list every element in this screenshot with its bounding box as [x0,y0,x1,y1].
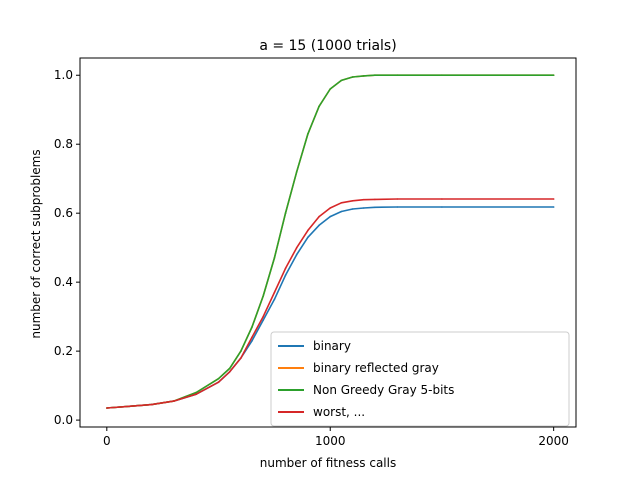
legend-item: binary [278,339,351,353]
data-point [362,207,365,209]
data-point [228,371,231,373]
data-point [351,208,354,210]
data-point [329,215,332,218]
data-point [552,206,555,208]
x-tick-label: 2000 [538,434,569,448]
data-point [351,200,354,202]
data-point [396,198,399,200]
data-point [106,407,108,409]
legend: binary binary reflected gray Non Greedy Gr… [270,331,570,427]
data-point [262,319,265,321]
y-tick-label: 1.0 [54,68,73,82]
y-tick-label: 0.0 [54,413,73,427]
y-tick-label: 0.4 [54,275,73,289]
data-point [150,403,153,406]
data-point [374,198,376,201]
data-point [340,202,343,204]
data-point [284,274,287,277]
data-point [441,206,443,208]
x-tick-label: 0 [103,434,111,448]
legend-label: Non Greedy Gray 5-bits [313,383,454,397]
y-tick-label: 0.6 [54,206,73,220]
data-point [295,171,298,173]
data-point [251,340,253,342]
data-point [273,291,276,294]
data-point [307,229,309,232]
data-point [441,74,443,76]
x-axis-label: number of fitness calls [260,456,396,470]
data-point [195,393,197,396]
data-point [552,74,555,76]
data-point [396,74,399,76]
data-point [362,198,365,201]
legend-item: binary reflected gray [278,361,439,375]
data-point [173,400,175,402]
plot-frame [79,57,577,428]
data-point [351,76,354,78]
data-point [340,79,343,82]
data-point [318,224,320,227]
data-point [228,367,231,370]
data-point [374,74,376,76]
data-point [374,206,376,209]
data-point [217,381,220,384]
data-point [318,105,320,108]
legend-label: worst, ... [313,405,365,419]
data-point [329,207,332,209]
data-point [284,212,287,214]
data-point [307,133,309,135]
series-lines [106,74,555,409]
data-point [362,75,365,77]
legend-item: Non Greedy Gray 5-bits [278,383,454,397]
data-point [251,326,253,328]
legend-item: worst, ... [278,405,365,419]
y-tick-label: 0.2 [54,344,73,358]
data-point [240,357,242,359]
data-point [307,236,309,239]
y-axis-label: number of correct subproblems [29,149,43,338]
data-point [128,405,130,408]
data-point [195,391,197,394]
legend-label: binary [313,339,351,353]
data-point [251,336,253,339]
data-point [262,315,265,318]
legend-box [270,331,570,427]
data-point [295,246,298,249]
data-point [273,257,276,259]
data-point [329,88,332,90]
legend-label: binary reflected gray [313,361,439,375]
data-point [340,210,343,213]
chart-title: a = 15 (1000 trials) [259,38,396,54]
data-point [262,295,265,297]
series-3 [106,198,555,409]
axes: 0 1000 2000 0.0 0.2 0.4 0.6 0.8 1.0 [54,57,577,448]
data-point [284,267,287,270]
x-tick-label: 1000 [315,434,346,448]
y-tick-label: 0.8 [54,137,73,151]
data-point [240,350,242,352]
data-point [318,215,320,218]
data-point [552,198,555,200]
data-point [217,377,220,380]
data-point [396,206,399,208]
data-point [295,253,298,256]
data-point [273,298,276,301]
data-point [441,198,443,200]
